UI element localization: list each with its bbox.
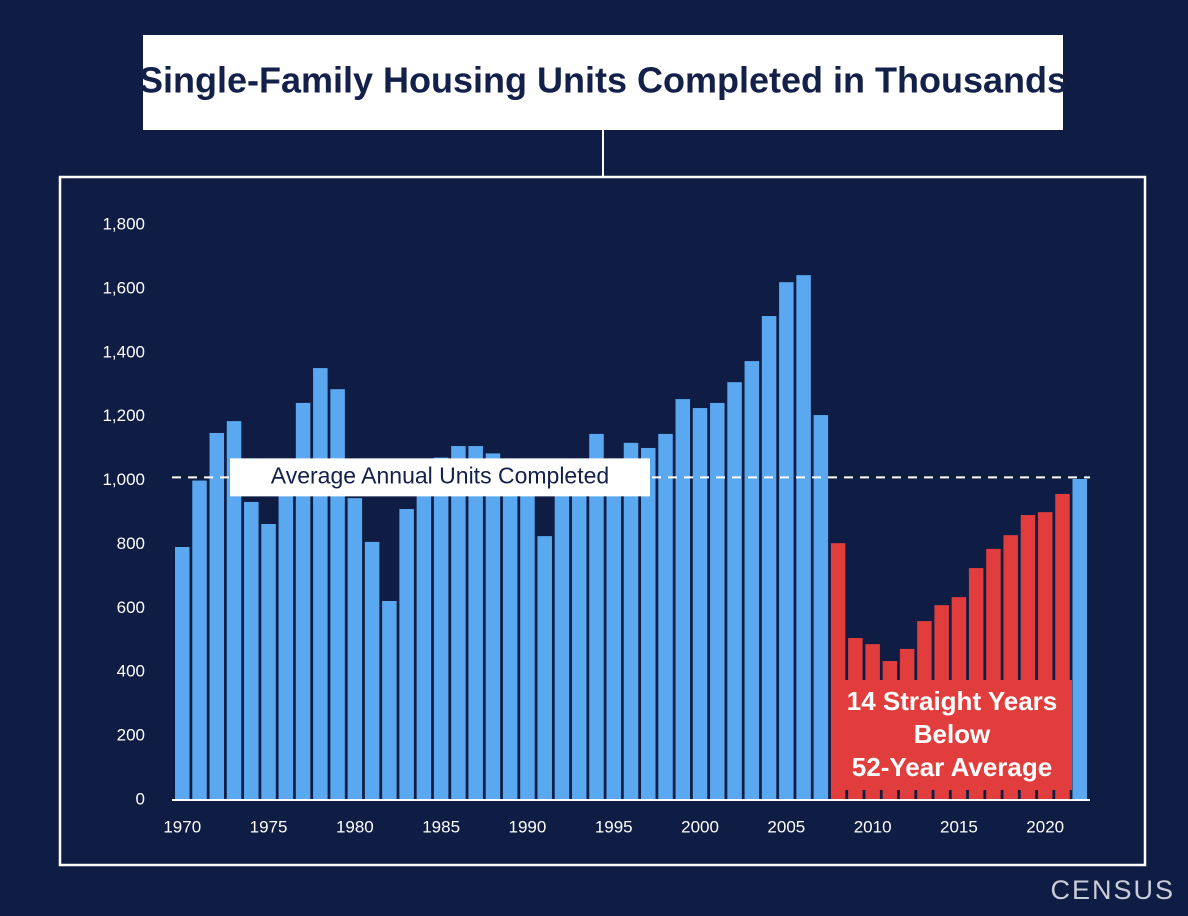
bar [209, 432, 225, 800]
annotation-text: 14 Straight Years [847, 686, 1058, 716]
source-logo: CENSUS [1050, 875, 1175, 905]
bar [382, 600, 397, 800]
bar [399, 508, 414, 800]
x-tick-label: 1975 [250, 817, 288, 836]
x-tick-label: 1970 [163, 817, 201, 836]
x-tick-label: 2010 [854, 817, 892, 836]
x-tick-label: 1995 [595, 817, 633, 836]
bar [744, 361, 760, 800]
bar [175, 547, 190, 800]
frame [58, 175, 1147, 867]
bar [261, 524, 276, 800]
bar [295, 402, 311, 800]
annotation-text: 52-Year Average [852, 752, 1052, 782]
bar [502, 472, 518, 800]
y-tick-label: 1,600 [102, 278, 145, 297]
bar [485, 453, 501, 800]
bar [571, 468, 587, 800]
x-tick-label: 2015 [940, 817, 978, 836]
y-tick-label: 1,400 [102, 342, 145, 361]
y-tick-label: 800 [117, 534, 145, 553]
x-tick-label: 1980 [336, 817, 374, 836]
bar [727, 382, 742, 800]
y-tick-label: 1,200 [102, 406, 145, 425]
bar [192, 480, 207, 800]
bar [226, 421, 242, 800]
bar [779, 282, 794, 800]
x-tick-label: 2000 [681, 817, 719, 836]
bar [796, 275, 811, 800]
bar [710, 402, 725, 800]
x-tick-label: 1985 [422, 817, 460, 836]
annotation-text: Below [914, 719, 991, 749]
bar [313, 368, 328, 800]
bar [278, 469, 294, 800]
x-tick-label: 1990 [509, 817, 547, 836]
bar [641, 447, 656, 800]
bar [468, 446, 483, 800]
x-tick-label: 2005 [767, 817, 805, 836]
chart-title: Single-Family Housing Units Completed in… [139, 60, 1067, 101]
bar [554, 492, 570, 800]
x-tick-label: 2020 [1026, 817, 1064, 836]
y-tick-label: 400 [117, 662, 145, 681]
bar [623, 442, 639, 800]
bar [813, 415, 829, 800]
bar [692, 408, 708, 800]
bar [675, 399, 691, 800]
bar [520, 491, 535, 800]
y-tick-label: 1,000 [102, 470, 145, 489]
y-tick-label: 200 [117, 726, 145, 745]
y-tick-label: 600 [117, 598, 145, 617]
bar [433, 457, 449, 800]
bar [1072, 478, 1087, 800]
bar [347, 498, 363, 800]
y-tick-label: 0 [136, 789, 145, 808]
average-label-box [230, 458, 650, 497]
bar [589, 433, 604, 800]
bar [761, 316, 777, 800]
average-label: Average Annual Units Completed [271, 462, 609, 488]
bar [244, 501, 259, 800]
bar [606, 459, 621, 800]
bar [537, 536, 552, 800]
bar [416, 472, 432, 800]
y-tick-label: 1,800 [102, 214, 145, 233]
bar [451, 446, 466, 800]
annotation-box [831, 680, 1072, 790]
bar [330, 389, 345, 800]
title-box [143, 35, 1063, 130]
bar [364, 541, 380, 800]
bar [658, 433, 673, 800]
